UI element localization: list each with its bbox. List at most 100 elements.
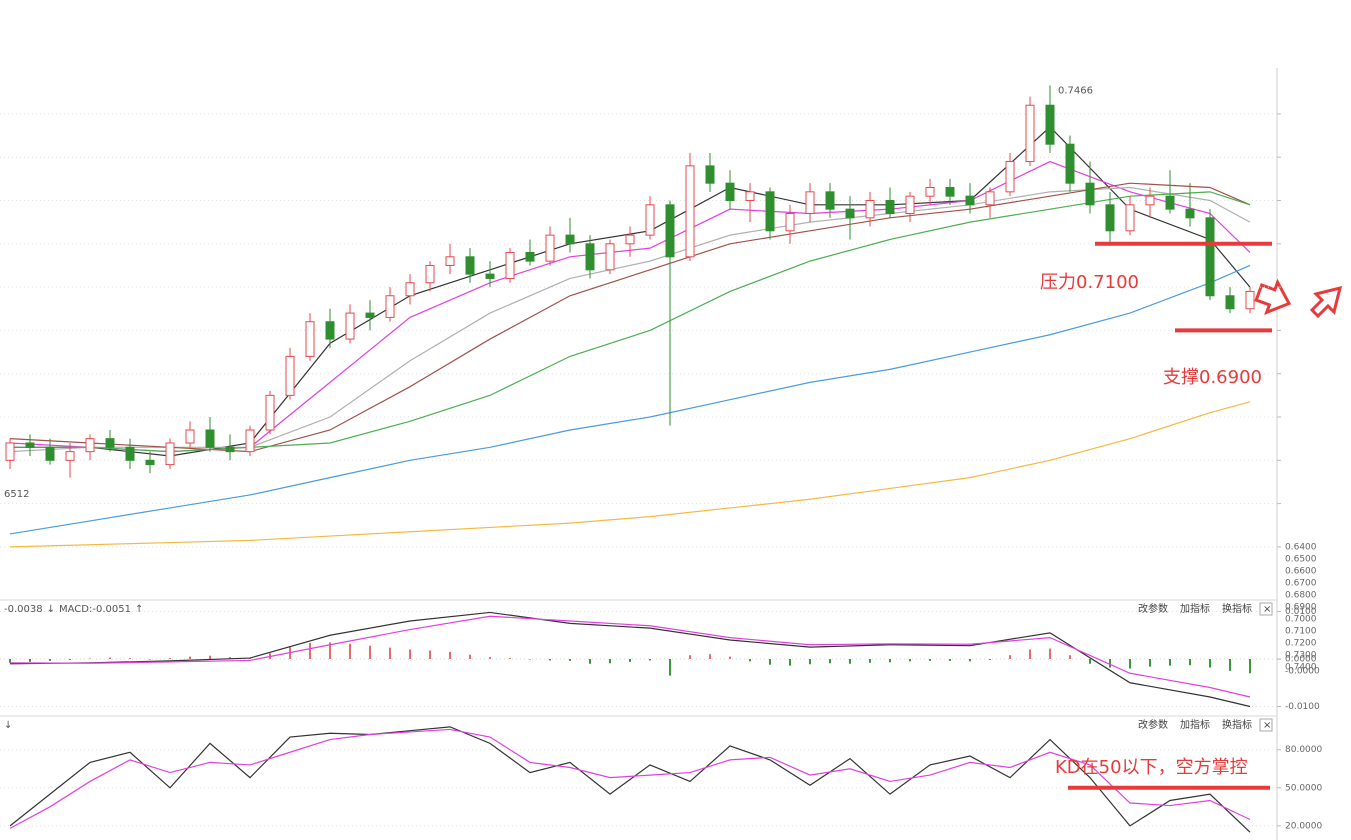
macd-bar <box>1089 659 1091 664</box>
candle-body <box>165 442 175 466</box>
high-label: 0.7466 <box>1058 85 1093 96</box>
candle-body <box>1025 104 1035 163</box>
y-tick-label: 80.0000 <box>1285 745 1322 755</box>
macd-bar <box>849 659 851 664</box>
candle-body <box>265 394 275 431</box>
plot-layer: 0.6400 0.6500 0.6600 0.6700 0.6800 0.6900 0.70… <box>0 85 1322 833</box>
macd-bar <box>189 656 191 659</box>
candle-body <box>145 459 155 466</box>
macd-bar <box>809 659 811 665</box>
candle-body <box>485 273 495 279</box>
candle-body <box>665 204 675 258</box>
y-tick-label: 50.0000 <box>1285 783 1322 793</box>
candle-body <box>765 191 775 232</box>
macd-bar <box>469 654 471 659</box>
candle-body <box>925 187 935 197</box>
macd-bar <box>649 659 651 661</box>
candle-body <box>625 234 635 245</box>
y-tick-label: 0.6600 <box>1285 566 1317 576</box>
indicator-line <box>9 726 1251 833</box>
candle-body <box>385 295 395 318</box>
macd-bar <box>729 656 731 659</box>
toolbar-button[interactable]: 加指标 <box>1180 718 1210 731</box>
macd-bar <box>1009 655 1011 659</box>
macd-bar <box>1069 655 1071 659</box>
macd-bar <box>129 658 131 659</box>
candle-body <box>425 264 435 284</box>
indicator-line <box>9 182 1251 453</box>
y-tick-label: 0.7200 <box>1285 638 1317 648</box>
candle-body <box>565 234 575 245</box>
indicator-line <box>9 401 1251 548</box>
indicator-line <box>9 728 1251 829</box>
macd-bar <box>509 658 511 659</box>
candle-body <box>1085 182 1095 206</box>
candle-body <box>505 251 515 279</box>
macd-bar <box>1109 659 1111 668</box>
direction-arrow <box>1309 285 1343 319</box>
candle-body <box>985 191 995 206</box>
y-tick-label: 0.7400 <box>1285 662 1317 672</box>
candle-body <box>5 442 15 461</box>
macd-bar <box>1149 659 1151 667</box>
candle-body <box>365 312 375 318</box>
candle-body <box>65 451 75 461</box>
macd-bar <box>1249 659 1251 674</box>
macd-bar <box>149 659 151 660</box>
y-tick-label: 20.0000 <box>1285 821 1322 831</box>
candle-body <box>585 243 595 271</box>
toolbar-button[interactable]: 加指标 <box>1180 602 1210 615</box>
macd-bar <box>49 659 51 661</box>
indicator-line <box>10 191 1251 453</box>
y-tick-label: 0.6800 <box>1285 590 1317 600</box>
macd-bar <box>1129 659 1131 669</box>
candle-body <box>945 187 955 197</box>
candle-body <box>525 251 535 262</box>
candle-body <box>1105 204 1115 232</box>
readout: -0.0038 <box>4 604 43 615</box>
indicator-line <box>9 186 1251 453</box>
macd-bar <box>489 657 491 659</box>
toolbar-button[interactable]: 改参数 <box>1138 602 1168 615</box>
toolbar-button[interactable]: × <box>1263 720 1271 731</box>
macd-bar <box>609 659 611 664</box>
y-tick-label: 0.7000 <box>1285 614 1317 624</box>
macd-bar <box>1189 659 1191 666</box>
candle-body <box>645 204 655 236</box>
macd-bar <box>889 659 891 663</box>
candle-body <box>405 282 415 297</box>
macd-bar <box>989 659 991 660</box>
candle-body <box>545 234 555 262</box>
y-tick-label: 0.6900 <box>1285 602 1317 612</box>
candle-body <box>685 165 695 258</box>
toolbar-button[interactable]: 换指标 <box>1222 718 1252 731</box>
candle-body <box>1125 204 1135 232</box>
candle-body <box>185 429 195 444</box>
toolbar-button[interactable]: × <box>1263 604 1271 615</box>
low-label: 6512 <box>4 489 29 500</box>
y-tick-label: -0.0100 <box>1285 702 1320 712</box>
y-tick-label: 0.6700 <box>1285 578 1317 588</box>
macd-bar <box>309 642 311 659</box>
candle-body <box>85 438 95 453</box>
macd-bar <box>969 659 971 662</box>
candle-body <box>1145 195 1155 206</box>
y-tick-label: 0.0100 <box>1285 607 1317 617</box>
macd-bar <box>369 645 371 659</box>
candle-body <box>725 182 735 201</box>
candle-body <box>465 256 475 275</box>
candle-body <box>1005 161 1015 193</box>
toolbar-button[interactable]: 改参数 <box>1138 718 1168 731</box>
candle-body <box>845 208 855 219</box>
y-tick-label: 0.0000 <box>1285 655 1317 665</box>
macd-bar <box>209 655 211 659</box>
candle-body <box>805 191 815 214</box>
macd-bar <box>9 659 11 663</box>
annotation-label: 支撑0.6900 <box>1163 367 1262 388</box>
y-tick-label: 0.7300 <box>1285 650 1317 660</box>
candle-body <box>245 429 255 453</box>
macd-bar <box>29 659 31 662</box>
candle-body <box>105 438 115 448</box>
toolbar-button[interactable]: 换指标 <box>1222 602 1252 615</box>
